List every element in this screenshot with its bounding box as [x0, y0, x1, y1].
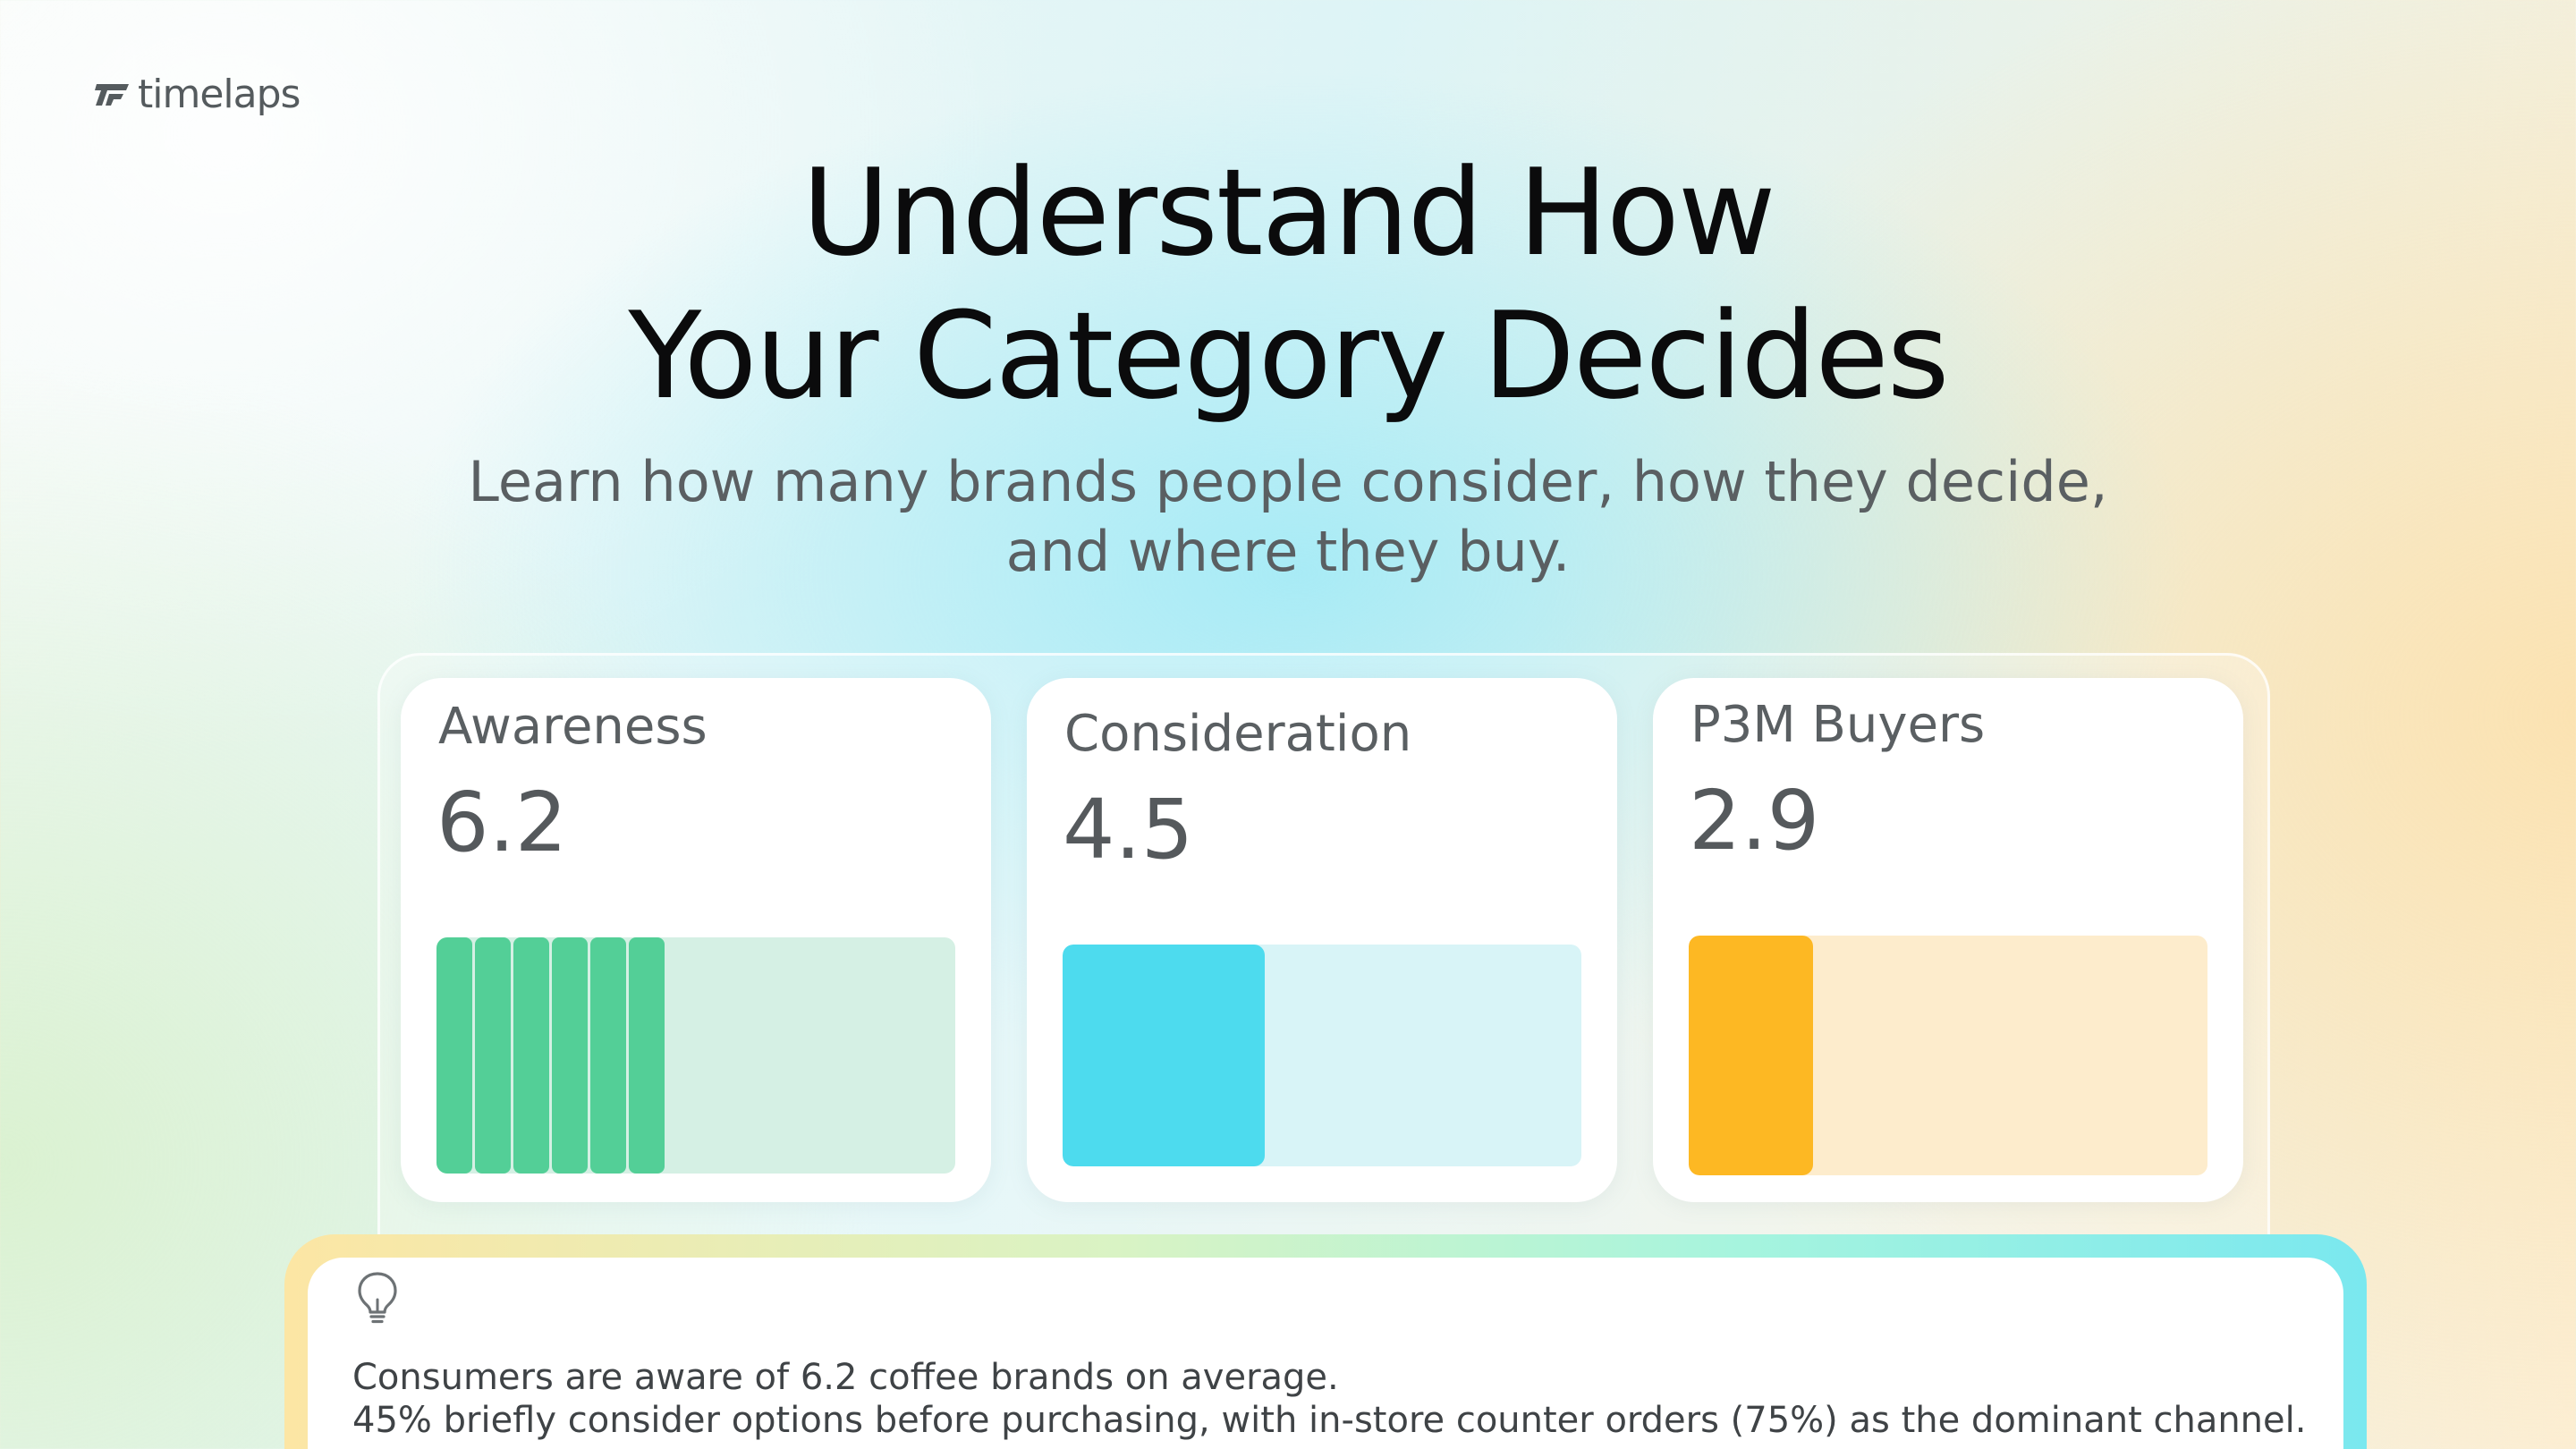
p3m-buyers-value: 2.9 [1689, 773, 1820, 869]
insight-card [308, 1258, 2343, 1449]
awareness-card: Awareness 6.2 [401, 678, 991, 1202]
awareness-value: 6.2 [436, 775, 568, 870]
brand-logo[interactable]: timelaps [93, 72, 301, 117]
consideration-card: Consideration 4.5 [1027, 678, 1617, 1202]
awareness-bar-track [436, 937, 955, 1174]
p3m-buyers-bar-fill [1689, 936, 1814, 1175]
consideration-label: Consideration [1064, 705, 1412, 763]
awareness-bar-fill [436, 937, 667, 1174]
awareness-bar-segment [475, 937, 511, 1174]
consideration-bar-track [1063, 945, 1581, 1166]
page-subtitle: Learn how many brands people consider, h… [0, 447, 2576, 587]
insight-line-2: 45% briefly consider options before purc… [352, 1400, 2307, 1441]
awareness-bar-segment [436, 937, 472, 1174]
page-title-line-1: Understand How [801, 143, 1776, 283]
insight-line-1: Consumers are aware of 6.2 coffee brands… [352, 1357, 1339, 1398]
awareness-bar-segment [629, 937, 665, 1174]
timelaps-logo-icon [95, 83, 129, 106]
awareness-bar-segment [590, 937, 626, 1174]
lightbulb-icon [358, 1272, 397, 1324]
brand-name: timelaps [138, 72, 301, 117]
awareness-bar-segment [513, 937, 549, 1174]
consideration-value: 4.5 [1063, 782, 1194, 877]
insight-text: Consumers are aware of 6.2 coffee brands… [352, 1356, 2306, 1442]
awareness-label: Awareness [438, 698, 708, 756]
awareness-bar-segment [552, 937, 588, 1174]
consideration-bar-fill [1063, 945, 1266, 1166]
p3m-buyers-card: P3M Buyers 2.9 [1653, 678, 2243, 1202]
page-title: Understand How Your Category Decides [0, 141, 2576, 428]
page-subtitle-line-2: and where they buy. [1005, 519, 1571, 584]
p3m-buyers-bar-track [1689, 936, 2207, 1175]
page-subtitle-line-1: Learn how many brands people consider, h… [468, 449, 2108, 514]
p3m-buyers-label: P3M Buyers [1690, 696, 1986, 754]
page-title-line-2: Your Category Decides [628, 286, 1949, 426]
